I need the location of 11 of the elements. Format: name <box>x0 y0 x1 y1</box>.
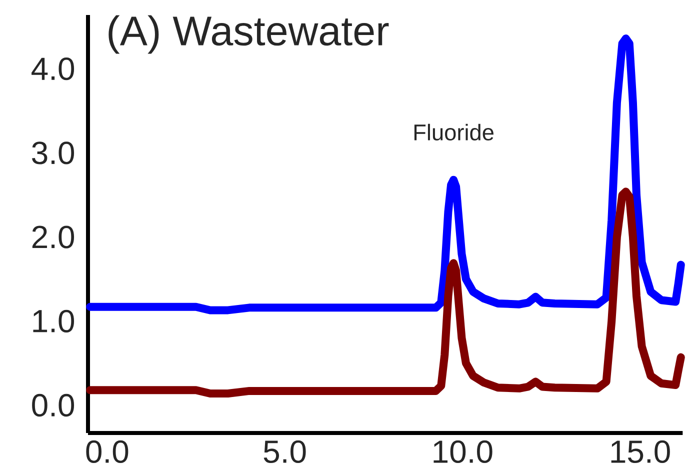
y-tick-label: 3.0 <box>32 142 74 164</box>
x-tick-label: 15.0 <box>611 440 670 464</box>
x-tick-label: 10.0 <box>434 440 492 464</box>
annotation: Fluoride <box>414 124 494 140</box>
x-tick-label: 0.0 <box>86 440 128 464</box>
y-tick-label: 2.0 <box>32 226 74 248</box>
chart-title: (A) Wastewater <box>108 15 389 54</box>
y-tick-label: 0.0 <box>32 394 74 417</box>
y-tick-label: 1.0 <box>33 310 74 332</box>
y-tick-label: 4.0 <box>32 58 74 80</box>
x-tick-label: 5.0 <box>264 440 306 464</box>
